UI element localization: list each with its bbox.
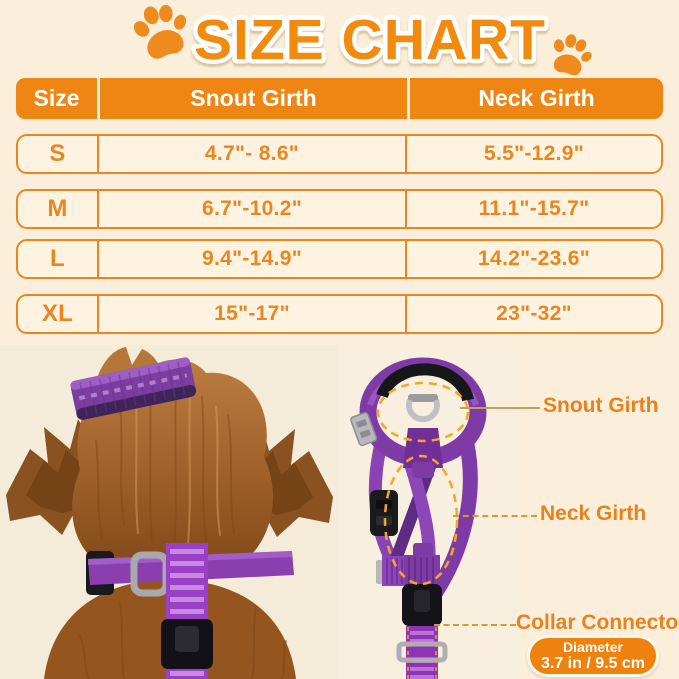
snout-girth-leader-line: [460, 407, 540, 409]
product-photo: [340, 350, 520, 679]
slide-adjuster: [376, 556, 408, 586]
snout-girth-value: 15"-17": [97, 296, 405, 332]
diameter-badge-title: Diameter: [563, 638, 623, 655]
size-value: S: [49, 140, 66, 167]
neck-girth-value: 5.5"-12.9": [405, 136, 661, 172]
title-banner: SIZE CHART: [126, 0, 598, 80]
metal-adjuster: [350, 411, 378, 447]
neck-girth-value: 23"-32": [405, 296, 661, 332]
metal-slide: [396, 641, 448, 663]
dog-head: [72, 359, 273, 581]
collar-connector-label: Collar Connector: [516, 611, 679, 634]
header-size: Size: [33, 85, 80, 111]
side-buckle: [370, 490, 398, 536]
snout-girth-value: 9.4"-14.9": [97, 241, 405, 277]
muzzle-band: [70, 357, 197, 420]
paw-icon: [545, 30, 598, 80]
size-value: L: [50, 245, 65, 272]
neck-girth-leader-line: [453, 515, 537, 517]
neck-girth-label: Neck Girth: [540, 502, 647, 525]
size-value: XL: [41, 300, 74, 327]
neck-girth-value: 14.2"-23.6": [405, 241, 661, 277]
snout-girth-value: 6.7"-10.2": [97, 191, 405, 227]
collar-connector-leader-line: [434, 624, 516, 626]
collar-connector-strap: [396, 543, 448, 679]
page-title: SIZE CHART: [194, 8, 546, 72]
neck-girth-value: 11.1"-15.7": [405, 191, 661, 227]
size-value: M: [47, 195, 68, 222]
diameter-badge: Diameter 3.7 in / 9.5 cm: [527, 635, 659, 677]
table-header-row: Size Snout Girth Neck Girth: [16, 78, 663, 119]
d-ring-icon: [406, 394, 440, 423]
snout-girth-value: 4.7"- 8.6": [97, 136, 405, 172]
diameter-badge-value: 3.7 in / 9.5 cm: [540, 654, 646, 672]
neck-harness: [86, 543, 294, 679]
header-snout-girth: Snout Girth: [97, 78, 407, 119]
header-neck-girth: Neck Girth: [407, 78, 663, 119]
snout-girth-stitch: [376, 381, 470, 443]
table-row: L 9.4"-14.9" 14.2"-23.6": [16, 239, 663, 279]
dog-photo: [0, 345, 339, 679]
snout-girth-label: Snout Girth: [543, 394, 659, 417]
neck-girth-stitch: [383, 454, 459, 586]
paw-icon: [126, 0, 198, 64]
table-row: S 4.7"- 8.6" 5.5"-12.9": [16, 134, 663, 174]
snout-loop: [359, 357, 487, 478]
table-row: XL 15"-17" 23"-32": [16, 294, 663, 334]
table-row: M 6.7"-10.2" 11.1"-15.7": [16, 189, 663, 229]
